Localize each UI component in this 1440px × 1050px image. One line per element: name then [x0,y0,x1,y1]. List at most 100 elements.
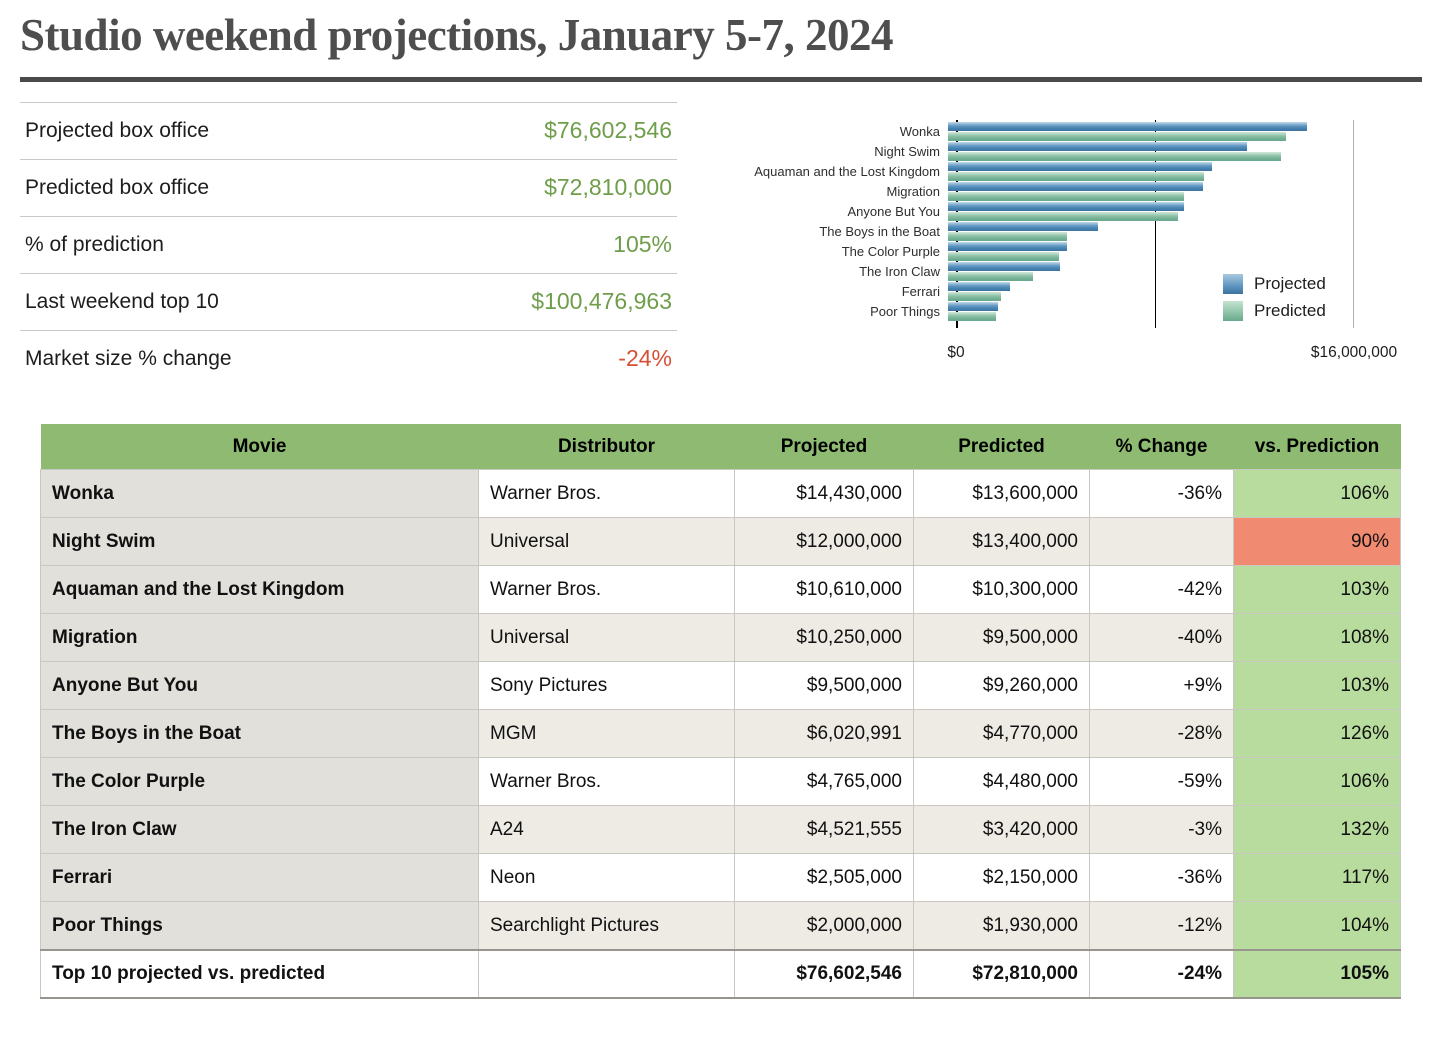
cell-distributor: Universal [478,613,735,663]
cell-vs-prediction: 106% [1233,757,1401,807]
projections-table: Movie Distributor Projected Predicted% Chan… [40,423,1401,999]
bar-pair [948,182,1346,202]
cell-distributor: Warner Bros. [478,469,735,519]
cell-projected: $2,505,000 [734,853,914,903]
cell-movie: Poor Things [40,901,479,951]
projected-bar [948,202,1185,212]
legend-swatch-predicted [1223,300,1243,321]
cell-projected: $4,765,000 [734,757,914,807]
table-row: The Boys in the Boat MGM $6,020,991 $4,770,… [40,709,1401,759]
cell-predicted: $72,810,000 [913,948,1090,999]
cell-movie: Night Swim [40,517,479,567]
predicted-bar [948,152,1282,162]
page-title: Studio weekend projections, January 5-7,… [20,10,893,60]
table-row: Poor Things Searchlight Pictures $2,000,00… [40,901,1401,951]
cell-distributor: Searchlight Pictures [478,901,735,951]
summary-value: $100,476,963 [531,288,672,315]
cell-movie: Aquaman and the Lost Kingdom [40,565,479,615]
cell-change: +9% [1089,661,1234,711]
chart-category-label: The Color Purple [841,244,940,260]
summary-row: % of prediction 105% [20,215,677,273]
cell-vs-prediction: 104% [1233,901,1401,951]
legend-label: Predicted [1254,300,1326,320]
cell-movie: The Iron Claw [40,805,479,855]
column-header: Distributor [478,423,735,470]
column-header: vs. Prediction [1233,423,1401,470]
chart-row: The Color Purple [700,242,1420,262]
table-total-row: Top 10 projected vs. predicted $76,602,54… [40,948,1401,999]
cell-distributor: MGM [478,709,735,759]
page: Studio weekend projections, January 5-7,… [0,10,1440,999]
cell-movie: Migration [40,613,479,663]
summary-row: Projected box office $76,602,546 [20,101,677,159]
chart-rows: Wonka Night Swim Aquaman and the Lost King… [700,122,1420,322]
predicted-bar [948,132,1287,142]
cell-movie: Wonka [40,469,479,519]
legend-item: Predicted [1223,300,1326,321]
projected-bar [948,282,1011,292]
summary-row: Predicted box office $72,810,000 [20,158,677,216]
projected-bar [948,222,1098,232]
chart-row: Migration [700,182,1420,202]
projected-bar [948,242,1067,252]
predicted-bar [948,212,1179,222]
chart-category-label: Anyone But You [847,204,940,220]
table-row: The Iron Claw A24 $4,521,555 $3,420,000 -3% 1… [40,805,1401,855]
cell-change: -28% [1089,709,1234,759]
cell-distributor: Warner Bros. [478,757,735,807]
projected-bar [948,302,998,312]
cell-predicted: $2,150,000 [913,853,1090,903]
cell-movie: Top 10 projected vs. predicted [40,948,479,999]
cell-change: -42% [1089,565,1234,615]
cell-vs-prediction: 108% [1233,613,1401,663]
cell-predicted: $9,260,000 [913,661,1090,711]
cell-predicted: $9,500,000 [913,613,1090,663]
cell-projected: $14,430,000 [734,469,914,519]
bar-chart: Wonka Night Swim Aquaman and the Lost King… [700,119,1420,370]
chart-row: Poor Things [700,302,1420,322]
cell-change: -36% [1089,469,1234,519]
table-row: Anyone But You Sony Pictures $9,500,000 $9,… [40,661,1401,711]
chart-row: The Boys in the Boat [700,222,1420,242]
cell-movie: The Color Purple [40,757,479,807]
predicted-bar [948,272,1034,282]
bar-pair [948,262,1346,282]
cell-vs-prediction: 103% [1233,565,1401,615]
cell-projected: $2,000,000 [734,901,914,951]
cell-projected: $12,000,000 [734,517,914,567]
chart-category-label: Aquaman and the Lost Kingdom [754,164,940,180]
cell-predicted: $10,300,000 [913,565,1090,615]
cell-distributor [478,948,735,999]
summary-value: $76,602,546 [544,117,672,144]
cell-change [1089,517,1234,567]
legend-label: Projected [1254,273,1326,293]
chart-legend: Projected Predicted [1223,273,1326,328]
cell-projected: $9,500,000 [734,661,914,711]
summary-label: Market size % change [25,346,232,370]
cell-distributor: Universal [478,517,735,567]
projected-bar [948,122,1307,132]
chart-row: Night Swim [700,142,1420,162]
chart-category-label: The Boys in the Boat [819,224,940,240]
bar-pair [948,302,1346,322]
summary-label: Last weekend top 10 [25,289,219,313]
cell-vs-prediction: 90% [1233,517,1401,567]
cell-vs-prediction: 103% [1233,661,1401,711]
cell-predicted: $1,930,000 [913,901,1090,951]
table-row: Night Swim Universal $12,000,000 $13,400,00… [40,517,1401,567]
bar-pair [948,222,1346,242]
cell-predicted: $13,600,000 [913,469,1090,519]
cell-change: -40% [1089,613,1234,663]
projected-bar [948,162,1212,172]
summary-value: -24% [618,345,672,372]
table-header: Movie Distributor Projected Predicted% Chan… [40,423,1401,470]
table-row: Ferrari Neon $2,505,000 $2,150,000 -36% 117% [40,853,1401,903]
bar-pair [948,142,1346,162]
chart-category-label: Night Swim [874,144,940,160]
x-tick-max: $16,000,000 [1310,343,1398,361]
projected-bar [948,262,1061,272]
summary-value: $72,810,000 [544,174,672,201]
cell-change: -3% [1089,805,1234,855]
summary-row: Last weekend top 10 $100,476,963 [20,272,677,330]
chart-body: Wonka Night Swim Aquaman and the Lost King… [700,119,1420,328]
